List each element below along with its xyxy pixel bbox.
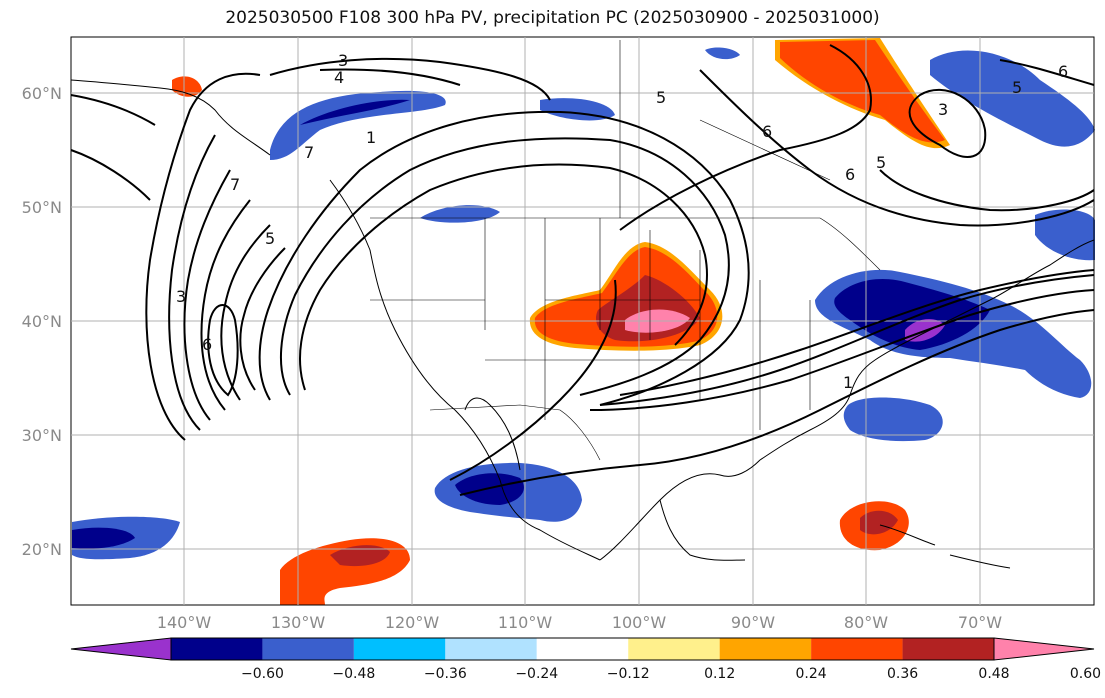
precip-area: [705, 47, 740, 60]
colorbar-tick-label: 0.48: [978, 666, 1009, 682]
precip-area: [834, 278, 990, 350]
contour-label-group: 3 4 5 6 7 1 3 5 6 7 5 6 3 6 5 1: [176, 51, 1068, 392]
contour-label: 6: [202, 335, 212, 354]
contour-label: 5: [1012, 78, 1022, 97]
contour-label: 5: [656, 88, 666, 107]
colorbar-tick-label: −0.36: [424, 666, 467, 682]
colorbar-tick-label: 0.24: [796, 666, 827, 682]
precip-area: [1035, 209, 1095, 261]
precip-shading: [72, 38, 1095, 605]
colorbar-tick-label: −0.12: [607, 666, 650, 682]
colorbar: [70, 637, 1095, 661]
lat-label: 40°N: [22, 312, 62, 331]
gridlines: [71, 37, 1094, 605]
contour-label: 3: [938, 100, 948, 119]
colorbar-swatch: [445, 638, 537, 660]
lon-label: 140°W: [157, 613, 212, 632]
contour-label: 6: [845, 165, 855, 184]
lon-label: 80°W: [844, 613, 888, 632]
colorbar-tick-label: 0.60: [1070, 666, 1101, 682]
lon-label: 90°W: [731, 613, 775, 632]
lon-label: 130°W: [271, 613, 326, 632]
precip-area: [780, 40, 945, 143]
contour-label: 4: [334, 68, 344, 87]
colorbar-swatch: [353, 638, 446, 660]
colorbar-tick-label: −0.24: [515, 666, 558, 682]
lon-label: 110°W: [498, 613, 553, 632]
lon-label: 100°W: [612, 613, 667, 632]
contour-label: 5: [265, 229, 275, 248]
colorbar-tick-label: −0.60: [241, 666, 284, 682]
colorbar-tick-label: 0.12: [704, 666, 735, 682]
precip-area: [280, 538, 410, 605]
chart-title: 2025030500 F108 300 hPa PV, precipitatio…: [225, 8, 880, 28]
latitude-labels: 60°N 50°N 40°N 30°N 20°N: [22, 84, 62, 559]
pv-contours: [70, 44, 1095, 496]
contour-label: 3: [176, 287, 186, 306]
lat-label: 60°N: [22, 84, 62, 103]
precip-area: [300, 99, 410, 125]
lat-label: 50°N: [22, 198, 62, 217]
contour-label: 6: [1058, 62, 1068, 81]
colorbar-swatch: [171, 638, 263, 660]
colorbar-labels: −0.60 −0.48 −0.36 −0.24 −0.12 0.12 0.24 0.36 0.4…: [241, 666, 1101, 682]
colorbar-swatch: [262, 638, 354, 660]
contour-label: 1: [843, 373, 853, 392]
precip-area: [270, 90, 446, 160]
colorbar-swatch: [628, 638, 720, 660]
colorbar-tick-label: −0.48: [332, 666, 375, 682]
political-borders: [370, 40, 881, 461]
lon-label: 70°W: [958, 613, 1002, 632]
contour-label: 7: [304, 143, 314, 162]
precip-area: [330, 545, 390, 567]
colorbar-outline: [170, 637, 995, 661]
precip-area: [455, 473, 524, 505]
contour-label: 7: [230, 175, 240, 194]
precip-area: [72, 527, 135, 549]
lat-label: 20°N: [22, 540, 62, 559]
contour-label: 6: [762, 122, 772, 141]
contour-label: 3: [338, 51, 348, 70]
colorbar-swatch: [811, 638, 903, 660]
precip-area: [860, 510, 898, 535]
precip-area: [843, 397, 943, 442]
lon-label: 120°W: [385, 613, 440, 632]
colorbar-extend-low: [70, 637, 172, 661]
lat-label: 30°N: [22, 426, 62, 445]
colorbar-swatch: [719, 638, 812, 660]
precip-area: [420, 205, 500, 223]
colorbar-tick-label: 0.36: [887, 666, 918, 682]
colorbar-swatch: [902, 638, 994, 660]
precip-area: [930, 50, 1095, 147]
colorbar-swatch: [536, 638, 629, 660]
colorbar-extend-high: [993, 637, 1095, 661]
contour-label: 1: [366, 128, 376, 147]
longitude-labels: 140°W 130°W 120°W 110°W 100°W 90°W 80°W …: [157, 613, 1002, 632]
contour-label: 5: [876, 153, 886, 172]
